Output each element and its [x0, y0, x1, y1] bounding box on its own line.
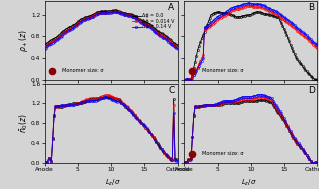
Text: B: B: [308, 3, 314, 12]
Y-axis label: $\rho_+(z)$: $\rho_+(z)$: [17, 29, 30, 52]
Y-axis label: $\bar{n}_0(z)$: $\bar{n}_0(z)$: [17, 113, 30, 133]
Text: Monomer size: σ: Monomer size: σ: [202, 68, 243, 73]
Text: C: C: [168, 86, 174, 95]
Text: $L_z/\sigma$: $L_z/\sigma$: [105, 178, 121, 188]
Text: A: A: [168, 3, 174, 12]
Text: Monomer size: σ: Monomer size: σ: [62, 68, 103, 73]
Text: $L_z/\sigma$: $L_z/\sigma$: [241, 178, 257, 188]
Text: Monomer size: σ: Monomer size: σ: [202, 151, 243, 156]
Text: D: D: [308, 86, 315, 95]
Legend: Δϕ = 0.0, Δϕ = 0.014 V, Δϕ = 0.14 V: Δϕ = 0.0, Δϕ = 0.014 V, Δϕ = 0.14 V: [132, 13, 175, 30]
